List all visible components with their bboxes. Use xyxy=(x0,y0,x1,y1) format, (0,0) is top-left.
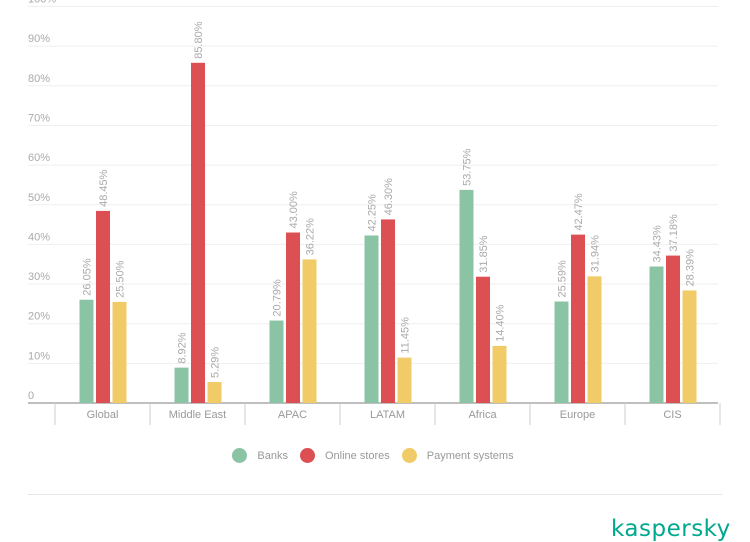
x-tick-label: Europe xyxy=(560,409,595,421)
bar-online-stores xyxy=(286,232,300,403)
legend-dot-payment-systems xyxy=(401,448,417,463)
x-tick-label: Africa xyxy=(468,409,497,421)
y-tick-label: 30% xyxy=(28,271,50,283)
legend-item-payment-systems[interactable]: Payment systems xyxy=(401,448,514,463)
y-tick-label: 80% xyxy=(28,73,50,85)
bar-banks xyxy=(649,266,664,403)
bar-payment-systems xyxy=(112,301,127,403)
y-tick-label: 20% xyxy=(28,311,50,323)
y-tick-label: 60% xyxy=(28,152,50,164)
kaspersky-logo: kaspersky xyxy=(611,516,731,542)
bar-banks xyxy=(554,301,569,403)
x-tick-label: Global xyxy=(87,409,119,421)
data-label: 25.59% xyxy=(557,260,569,298)
data-label: 26.05% xyxy=(82,258,94,296)
data-label: 25.50% xyxy=(115,260,127,298)
data-label: 5.29% xyxy=(210,347,222,378)
x-tick-label: LATAM xyxy=(370,409,405,421)
data-label: 42.25% xyxy=(367,194,379,232)
x-tick-label: Middle East xyxy=(169,409,226,421)
y-tick-label: 50% xyxy=(28,192,50,204)
bar-online-stores xyxy=(96,210,110,403)
bar-chart: 0 10% 20% 30% 40% 50% 60% 70% 80% 90% 100% Global 26… xyxy=(28,0,721,425)
legend-label: Online stores xyxy=(324,449,390,462)
data-label: 53.75% xyxy=(462,148,474,186)
bar-payment-systems xyxy=(587,276,602,403)
data-label: 34.43% xyxy=(652,225,664,263)
bar-payment-systems xyxy=(207,382,222,403)
data-label: 85.80% xyxy=(193,21,205,59)
bar-banks xyxy=(269,320,284,403)
bar-banks xyxy=(79,299,94,403)
bar-payment-systems xyxy=(492,345,507,403)
legend-label: Banks xyxy=(257,449,288,462)
y-tick-label: 40% xyxy=(28,231,50,243)
bar-banks xyxy=(364,235,379,403)
bar-online-stores xyxy=(666,255,680,403)
data-label: 43.00% xyxy=(288,191,300,229)
legend-item-online-stores[interactable]: Online stores xyxy=(299,448,390,463)
data-label: 20.79% xyxy=(272,279,284,317)
legend-dot-banks xyxy=(232,448,248,463)
y-tick-label: 10% xyxy=(28,350,50,362)
y-tick-label: 90% xyxy=(28,33,50,45)
legend-dot-online-stores xyxy=(299,448,315,463)
data-label: 14.40% xyxy=(495,304,507,342)
data-label: 11.45% xyxy=(400,317,412,354)
data-label: 46.30% xyxy=(383,178,395,216)
data-label: 31.94% xyxy=(590,235,602,273)
y-tick-label: 0 xyxy=(28,390,34,402)
data-label: 31.85% xyxy=(478,235,490,273)
data-label: 28.39% xyxy=(685,249,697,287)
bar-online-stores xyxy=(476,276,490,403)
bar-online-stores xyxy=(571,234,585,403)
legend-item-banks[interactable]: Banks xyxy=(232,448,288,463)
data-label: 36.22% xyxy=(305,218,317,256)
bar-banks xyxy=(459,189,474,403)
data-label: 48.45% xyxy=(98,169,110,207)
legend-label: Payment systems xyxy=(426,449,514,462)
bar-payment-systems xyxy=(397,357,412,403)
y-tick-label: 100% xyxy=(28,0,56,6)
bar-online-stores xyxy=(191,62,205,403)
x-tick-label: APAC xyxy=(278,409,307,421)
x-tick-label: CIS xyxy=(663,409,681,421)
data-label: 37.18% xyxy=(668,214,680,252)
legend: Banks Online stores Payment systems xyxy=(0,448,750,463)
bar-payment-systems xyxy=(682,290,697,403)
bar-payment-systems xyxy=(302,259,317,403)
divider xyxy=(28,494,722,495)
data-label: 42.47% xyxy=(573,193,585,231)
y-tick-label: 70% xyxy=(28,112,50,124)
data-label: 8.92% xyxy=(177,332,189,363)
bar-banks xyxy=(174,367,189,403)
bar-online-stores xyxy=(381,219,395,403)
